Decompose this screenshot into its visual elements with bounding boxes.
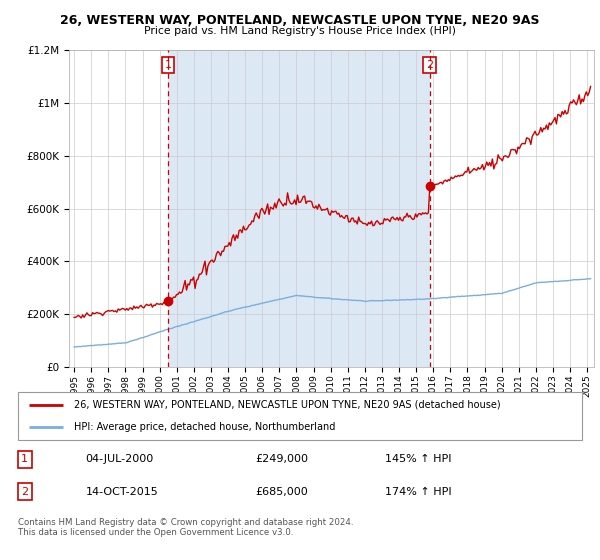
Text: 14-OCT-2015: 14-OCT-2015 [86, 487, 158, 497]
Text: 1: 1 [164, 60, 172, 70]
Text: 26, WESTERN WAY, PONTELAND, NEWCASTLE UPON TYNE, NE20 9AS (detached house): 26, WESTERN WAY, PONTELAND, NEWCASTLE UP… [74, 400, 501, 410]
Text: 145% ↑ HPI: 145% ↑ HPI [385, 454, 451, 464]
Text: Contains HM Land Registry data © Crown copyright and database right 2024.
This d: Contains HM Land Registry data © Crown c… [18, 518, 353, 538]
Bar [168, 50, 430, 367]
Text: Price paid vs. HM Land Registry's House Price Index (HPI): Price paid vs. HM Land Registry's House … [144, 26, 456, 36]
Text: £249,000: £249,000 [255, 454, 308, 464]
Text: 2: 2 [21, 487, 28, 497]
Text: 2: 2 [426, 60, 433, 70]
Text: 1: 1 [21, 454, 28, 464]
Text: 04-JUL-2000: 04-JUL-2000 [86, 454, 154, 464]
Text: HPI: Average price, detached house, Northumberland: HPI: Average price, detached house, Nort… [74, 422, 336, 432]
Text: £685,000: £685,000 [255, 487, 308, 497]
Text: 174% ↑ HPI: 174% ↑ HPI [385, 487, 451, 497]
Text: 26, WESTERN WAY, PONTELAND, NEWCASTLE UPON TYNE, NE20 9AS: 26, WESTERN WAY, PONTELAND, NEWCASTLE UP… [60, 14, 540, 27]
